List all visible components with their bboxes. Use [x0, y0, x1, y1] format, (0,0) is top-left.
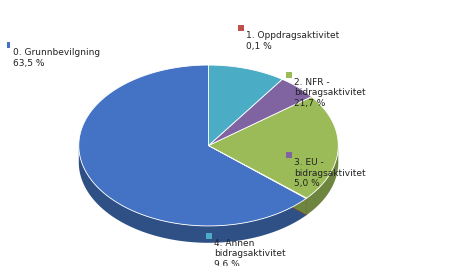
Polygon shape: [208, 79, 311, 146]
Text: 2. NFR -
bidragsaktivitet
21,7 %: 2. NFR - bidragsaktivitet 21,7 %: [293, 78, 365, 108]
Polygon shape: [208, 146, 306, 215]
Text: 0. Grunnbevilgning
63,5 %: 0. Grunnbevilgning 63,5 %: [13, 48, 100, 68]
Polygon shape: [208, 65, 282, 146]
Polygon shape: [305, 198, 306, 215]
Polygon shape: [208, 146, 306, 198]
Text: 1. Oppdragsaktivitet
0,1 %: 1. Oppdragsaktivitet 0,1 %: [246, 31, 339, 51]
Polygon shape: [208, 146, 305, 215]
Polygon shape: [79, 65, 305, 226]
Text: 4. Annen
bidragsaktivitet
9,6 %: 4. Annen bidragsaktivitet 9,6 %: [213, 239, 285, 266]
Polygon shape: [306, 146, 338, 215]
Polygon shape: [208, 146, 306, 215]
Polygon shape: [79, 147, 305, 243]
Text: 3. EU -
bidragsaktivitet
5,0 %: 3. EU - bidragsaktivitet 5,0 %: [293, 159, 365, 188]
Polygon shape: [208, 97, 338, 198]
Polygon shape: [208, 146, 305, 215]
